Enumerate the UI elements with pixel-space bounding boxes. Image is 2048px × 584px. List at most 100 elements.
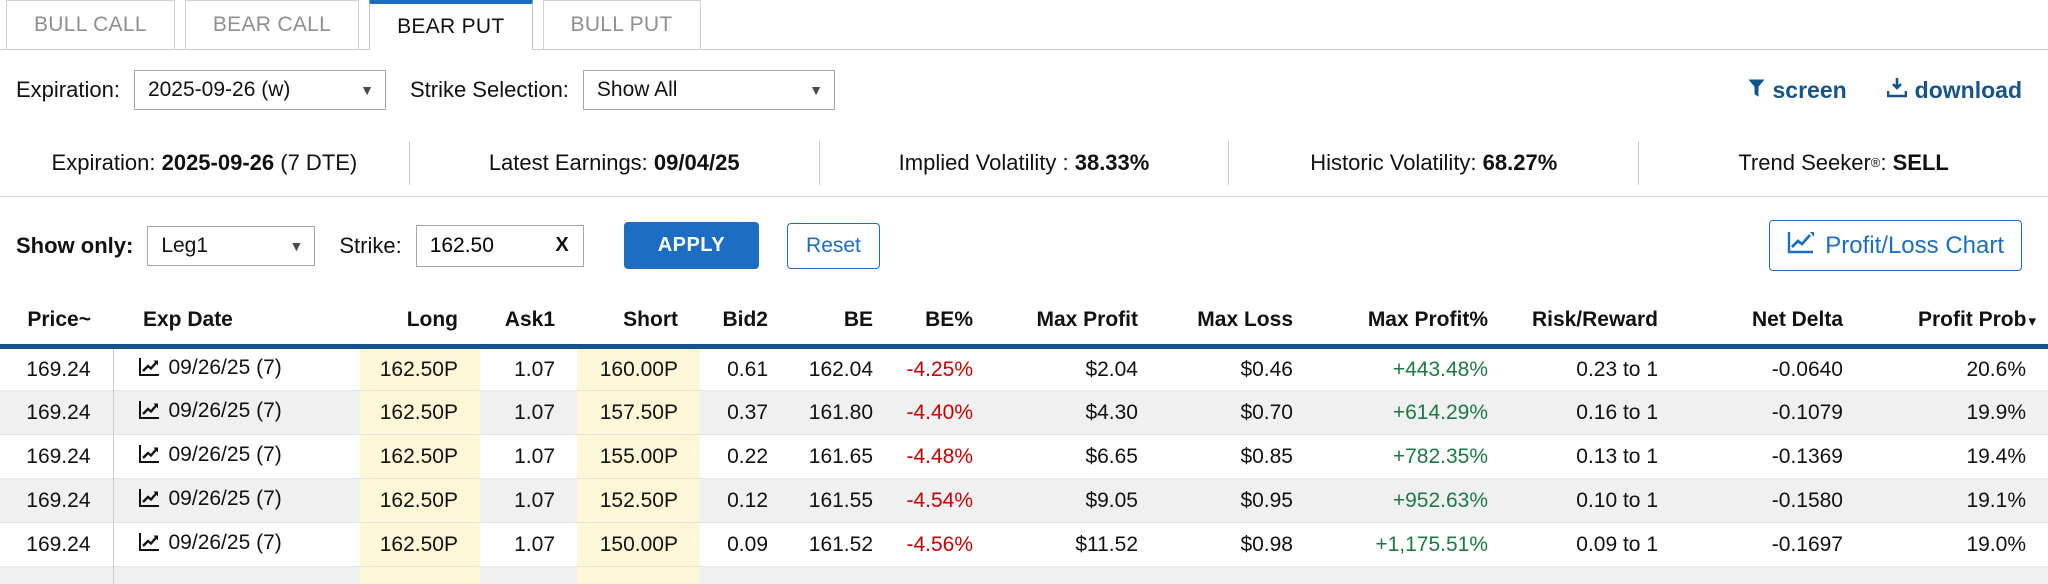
cell-price: 169.24 [0,434,114,479]
cell-ask1: 1.07 [514,444,555,468]
col-header-max-profit-pct[interactable]: Max Profit% [1315,294,1510,349]
cell-max-loss: $0.98 [1240,532,1293,556]
exp-date-text: 09/26/25 (7) [168,356,282,379]
cell-long-strike: 162.50P [360,434,480,479]
table-row: 169.24 09/26/25 (7) 162.50P 1.07 155.00P… [0,434,2048,479]
cell-ask1: 1.07 [514,357,555,381]
cell-max-profit: $9.05 [1085,488,1138,512]
cell-ask1 [480,567,577,584]
cell-be-pct: -4.56% [906,532,973,556]
col-header-bid2[interactable]: Bid2 [700,294,790,349]
cell-ask1: 1.07 [514,532,555,556]
cell-bid2: 0.37 [727,400,768,424]
col-header-price[interactable]: Price~ [0,294,113,349]
tab-bear-put[interactable]: BEAR PUT [369,0,533,50]
col-header-long[interactable]: Long [360,294,480,349]
download-link[interactable]: download [1886,77,2022,104]
cell-exp-date [113,567,360,584]
cell-be-pct: -4.40% [906,400,973,424]
cell-max-profit-pct: +782.35% [1392,444,1488,468]
sort-desc-icon: ▾ [2028,313,2036,330]
cell-be: 161.52 [808,532,873,556]
cell-net-delta: -0.1079 [1771,400,1843,424]
leg-select-value: Leg1 [161,233,209,257]
col-header-profit-prob[interactable]: Profit Prob ▾ [1865,294,2048,349]
cell-long-strike: 162.50P [360,478,480,523]
strike-label: Strike: [339,232,402,258]
cell-ask1: 1.07 [514,400,555,424]
col-header-be[interactable]: BE [790,294,895,349]
cell-short-strike: 160.00P [577,346,700,391]
cell-exp-date: 09/26/25 (7) [113,391,360,435]
exp-date-text: 09/26/25 (7) [168,487,282,510]
cell-price: 169.24 [0,390,114,435]
cell-be-pct: -4.25% [906,357,973,381]
table-row: 169.24 09/26/25 (7) 162.50P 1.07 157.50P… [0,390,2048,435]
tab-bear-call[interactable]: BEAR CALL [184,0,360,49]
cell-exp-date: 09/26/25 (7) [113,347,360,391]
col-header-max-loss[interactable]: Max Loss [1160,294,1315,349]
col-header-exp-date[interactable]: Exp Date [113,294,360,349]
cell-ask1: 1.07 [514,488,555,512]
col-header-max-profit[interactable]: Max Profit [995,294,1160,349]
reset-button[interactable]: Reset [787,222,880,269]
cell-profit-prob: 19.9% [1966,400,2026,424]
line-chart-icon[interactable] [138,532,160,558]
col-header-be-pct[interactable]: BE% [895,294,995,349]
cell-bid2 [700,567,790,584]
col-header-net-delta[interactable]: Net Delta [1680,294,1865,349]
cell-bid2: 0.22 [727,444,768,468]
cell-max-profit [995,567,1160,584]
clear-strike-button[interactable]: X [555,234,569,256]
cell-net-delta: -0.1697 [1771,532,1843,556]
cell-be: 162.04 [808,357,873,381]
apply-button[interactable]: APPLY [623,222,760,269]
cell-short-strike [577,566,700,584]
leg-filter-row: Show only: Leg1 ▼ Strike: X APPLY Reset … [0,197,2048,294]
expiration-select-value: 2025-09-26 (w) [147,78,291,101]
table-body: 169.24 09/26/25 (7) 162.50P 1.07 160.00P… [0,346,2048,584]
stat-label: Trend Seeker [1738,150,1871,175]
cell-max-profit: $4.30 [1085,400,1138,424]
stat-value: 09/04/25 [653,150,740,175]
col-header-ask1[interactable]: Ask1 [480,294,577,349]
expiration-toolbar: Expiration: 2025-09-26 (w) ▼ Strike Sele… [0,50,2048,130]
cell-max-loss: $0.85 [1240,444,1293,468]
download-icon [1886,77,1907,104]
stat-value: 38.33% [1074,150,1150,175]
col-header-short[interactable]: Short [577,294,700,349]
strike-input[interactable] [416,233,527,258]
cell-profit-prob: 19.1% [1966,488,2026,512]
line-chart-icon[interactable] [138,357,160,383]
cell-be: 161.55 [808,488,873,512]
screen-link[interactable]: screen [1748,77,1847,104]
cell-long-strike: 162.50P [360,390,480,435]
cell-bid2: 0.12 [727,488,768,512]
line-chart-icon[interactable] [138,400,160,426]
cell-risk-reward: 0.09 to 1 [1576,532,1658,556]
cell-profit-prob: 19.0% [1966,532,2026,556]
cell-bid2: 0.61 [727,357,768,381]
line-chart-icon[interactable] [138,488,160,514]
stat-historic-volatility: Historic Volatility: 68.27% [1228,141,1638,185]
line-chart-icon[interactable] [138,444,160,470]
tab-bull-call[interactable]: BULL CALL [6,0,175,49]
strike-selection-select[interactable]: Show All ▼ [582,70,835,110]
cell-risk-reward [1510,567,1680,584]
cell-max-profit-pct: +443.48% [1392,357,1488,381]
leg-select[interactable]: Leg1 ▼ [147,225,316,266]
filter-funnel-icon [1748,77,1765,104]
expiration-select[interactable]: 2025-09-26 (w) ▼ [133,70,386,110]
cell-be-pct: -4.54% [906,488,973,512]
exp-date-text: 09/26/25 (7) [168,531,282,554]
cell-price: 169.24 [0,522,114,567]
tab-bull-put[interactable]: BULL PUT [542,0,701,49]
cell-max-profit: $11.52 [1075,532,1138,556]
cell-be: 161.65 [808,444,873,468]
profit-loss-chart-button[interactable]: Profit/Loss Chart [1769,220,2022,271]
col-header-risk-reward[interactable]: Risk/Reward [1510,294,1680,349]
cell-max-profit-pct: +1,175.51% [1375,532,1488,556]
chevron-down-icon: ▼ [809,82,823,98]
stat-latest-earnings: Latest Earnings: 09/04/25 [408,141,819,185]
line-chart-icon [1787,230,1815,261]
